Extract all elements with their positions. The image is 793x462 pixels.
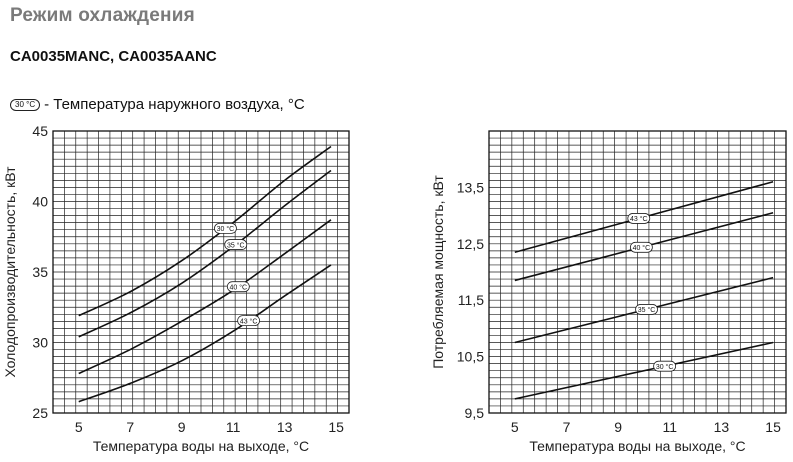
x-tick-label: 7 [563, 419, 571, 435]
x-tick-label: 7 [126, 419, 134, 435]
series-label-pill [214, 222, 237, 234]
series-line-30 [514, 341, 774, 400]
series-label-text: 30 °C [656, 363, 674, 371]
y-tick-label: 40 [32, 194, 48, 210]
x-tick-label: 9 [614, 419, 622, 435]
series-label-text: 40 °C [230, 283, 248, 291]
plot-frame [488, 130, 787, 414]
x-axis-label: Температура воды на выходе, °C [93, 438, 309, 454]
series-label: 43 °C [237, 315, 261, 327]
y-tick-label: 11,5 [458, 292, 484, 308]
x-tick-label: 13 [277, 419, 293, 435]
legend: 30 °C - Температура наружного воздуха, °… [10, 96, 305, 113]
legend-text: - Температура наружного воздуха, °C [44, 96, 305, 113]
series-label-pill [224, 239, 248, 250]
y-tick-label: 9,5 [465, 405, 485, 421]
x-tick-label: 5 [75, 419, 83, 435]
series-label-pill [226, 281, 250, 293]
x-tick-label: 15 [765, 419, 781, 435]
grid [489, 131, 786, 413]
grid [53, 131, 349, 413]
x-tick-label: 11 [663, 419, 678, 435]
x-tick-label: 15 [328, 419, 344, 435]
y-tick-label: 25 [32, 405, 48, 421]
series-label: 30 °C [214, 222, 237, 234]
y-axis-label: Потребляемая мощность, кВт [430, 175, 446, 369]
series-line-43 [78, 264, 332, 403]
chart-1: 5 7 9 11 13 15 25 30 35 40 45 Температура воды на в… [2, 123, 350, 454]
series-label: 40 °C [226, 281, 250, 293]
y-tick-label: 30 [32, 335, 48, 351]
x-tick-label: 9 [178, 419, 186, 435]
series-line-30 [78, 145, 332, 317]
y-tick-label: 10,5 [457, 349, 484, 365]
model-names: CA0035MANC, CA0035AANC [10, 48, 217, 65]
series-label: 30 °C [653, 360, 677, 372]
series-label-pill [653, 360, 677, 372]
y-tick-label: 35 [32, 264, 48, 280]
plot-frame [52, 130, 350, 414]
x-tick-label: 13 [714, 419, 730, 435]
series-label: 43 °C [627, 213, 651, 224]
y-tick-label: 45 [32, 123, 48, 139]
series-label: 35 °C [224, 239, 248, 250]
series-label-pill [629, 241, 653, 253]
page-title: Режим охлаждения [10, 5, 195, 26]
legend-badge: 30 °C [10, 98, 41, 111]
series-label-text: 43 °C [240, 317, 258, 325]
series-label-pill [237, 315, 261, 327]
series-label: 35 °C [635, 304, 658, 315]
x-tick-label: 11 [226, 419, 241, 435]
series-label-text: 35 °C [227, 241, 245, 249]
x-tick-label: 5 [511, 419, 519, 435]
series-label-pill [635, 304, 658, 315]
x-axis-label: Температура воды на выходе, °C [529, 438, 745, 454]
series-line-35 [78, 169, 332, 338]
y-tick-label: 13,5 [457, 179, 484, 195]
series-label-text: 30 °C [217, 225, 235, 233]
y-axis-label: Холодопроизводительность, кВт [2, 166, 18, 378]
series-label-text: 43 °C [630, 215, 648, 223]
series-label-pill [627, 213, 651, 224]
chart-2: 5 7 9 11 13 15 9,5 10,5 11,5 12,5 13,5 Температура … [430, 130, 787, 454]
series-line-40 [78, 219, 332, 375]
series-label-text: 40 °C [633, 244, 651, 252]
series-label: 40 °C [629, 241, 653, 253]
series-label-text: 35 °C [638, 306, 656, 314]
y-tick-label: 12,5 [457, 236, 484, 252]
